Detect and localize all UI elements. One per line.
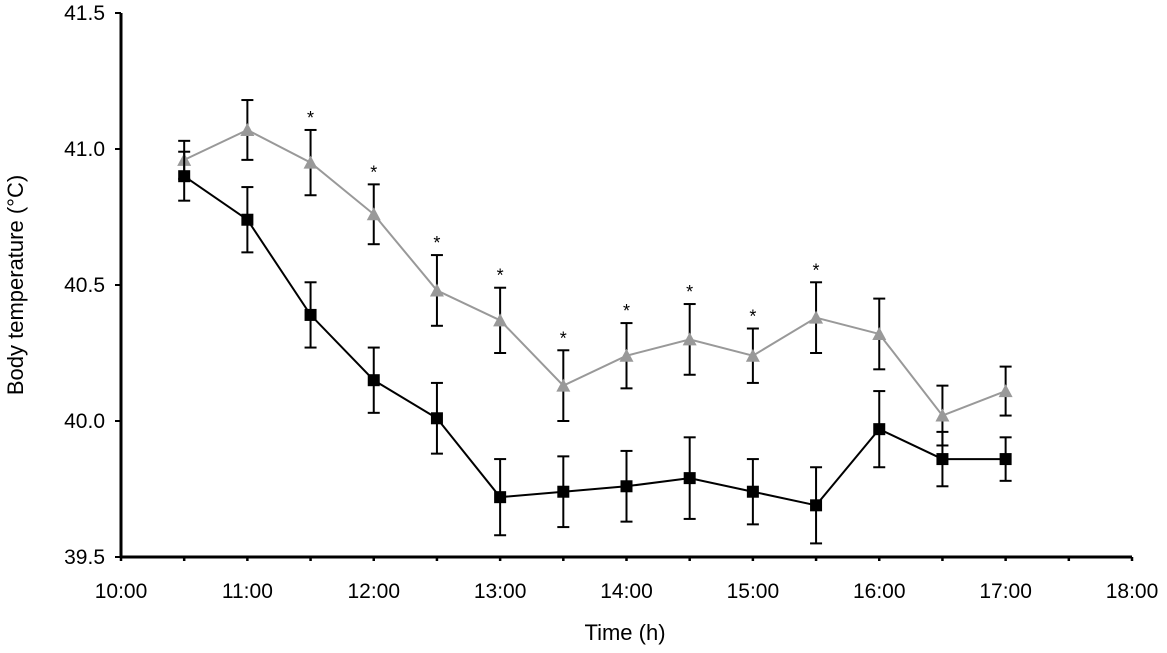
series-layer bbox=[177, 99, 1013, 545]
data-point bbox=[935, 408, 950, 422]
x-tick-label: 10:00 bbox=[95, 580, 148, 603]
data-point bbox=[620, 480, 633, 493]
data-point bbox=[810, 499, 823, 512]
significance-marker: * bbox=[307, 108, 314, 128]
data-point bbox=[683, 472, 696, 485]
data-point bbox=[998, 384, 1013, 398]
x-tick-label: 13:00 bbox=[474, 580, 527, 603]
data-point bbox=[430, 412, 443, 425]
data-point bbox=[746, 485, 759, 498]
annotation-layer: * * * * * * * * * bbox=[307, 108, 820, 348]
data-point bbox=[178, 170, 191, 183]
data-point bbox=[367, 374, 380, 387]
data-point bbox=[494, 491, 507, 504]
data-point bbox=[557, 485, 570, 498]
x-tick-label: 12:00 bbox=[347, 580, 400, 603]
data-point bbox=[240, 122, 255, 136]
axes bbox=[115, 12, 1134, 561]
y-tick-label: 40.0 bbox=[64, 410, 105, 433]
x-tick-label: 11:00 bbox=[222, 580, 273, 603]
data-point bbox=[241, 213, 254, 226]
y-tick-label: 41.0 bbox=[64, 138, 105, 161]
series-2 bbox=[178, 150, 1012, 545]
significance-marker: * bbox=[813, 260, 820, 280]
significance-marker: * bbox=[497, 266, 504, 286]
significance-marker: * bbox=[560, 328, 567, 348]
significance-marker: * bbox=[686, 282, 693, 302]
y-tick-label: 39.5 bbox=[64, 546, 105, 569]
x-tick-label: 17:00 bbox=[979, 580, 1032, 603]
data-point bbox=[682, 332, 697, 346]
data-point bbox=[303, 155, 318, 169]
x-tick-labels: 10:00 11:00 12:00 13:00 14:00 15:00 16:00 17:00… bbox=[95, 580, 1159, 603]
data-point bbox=[429, 283, 444, 297]
x-tick-label: 18:00 bbox=[1106, 580, 1159, 603]
data-point bbox=[304, 308, 317, 321]
x-tick-label: 16:00 bbox=[853, 580, 906, 603]
x-axis-label: Time (h) bbox=[584, 620, 665, 645]
data-point bbox=[556, 378, 571, 392]
data-point bbox=[872, 326, 887, 340]
data-point bbox=[493, 313, 508, 327]
x-tick-label: 14:00 bbox=[600, 580, 653, 603]
data-point bbox=[619, 348, 634, 362]
data-point bbox=[745, 348, 760, 362]
data-point bbox=[809, 310, 824, 324]
y-axis-label: Body temperature (°C) bbox=[3, 175, 28, 395]
series-line bbox=[183, 175, 1006, 507]
data-point bbox=[873, 423, 886, 436]
y-tick-labels: 39.5 40.0 40.5 41.0 41.5 bbox=[64, 2, 105, 569]
significance-marker: * bbox=[433, 233, 440, 253]
significance-marker: * bbox=[623, 301, 630, 321]
y-tick-label: 40.5 bbox=[64, 274, 105, 297]
significance-marker: * bbox=[749, 307, 756, 327]
data-point bbox=[999, 453, 1012, 466]
data-point bbox=[366, 207, 381, 221]
x-tick-label: 15:00 bbox=[727, 580, 780, 603]
series-line bbox=[183, 128, 1006, 417]
series-1 bbox=[177, 99, 1013, 447]
y-tick-label: 41.5 bbox=[64, 2, 105, 25]
data-point bbox=[936, 453, 949, 466]
significance-marker: * bbox=[370, 162, 377, 182]
